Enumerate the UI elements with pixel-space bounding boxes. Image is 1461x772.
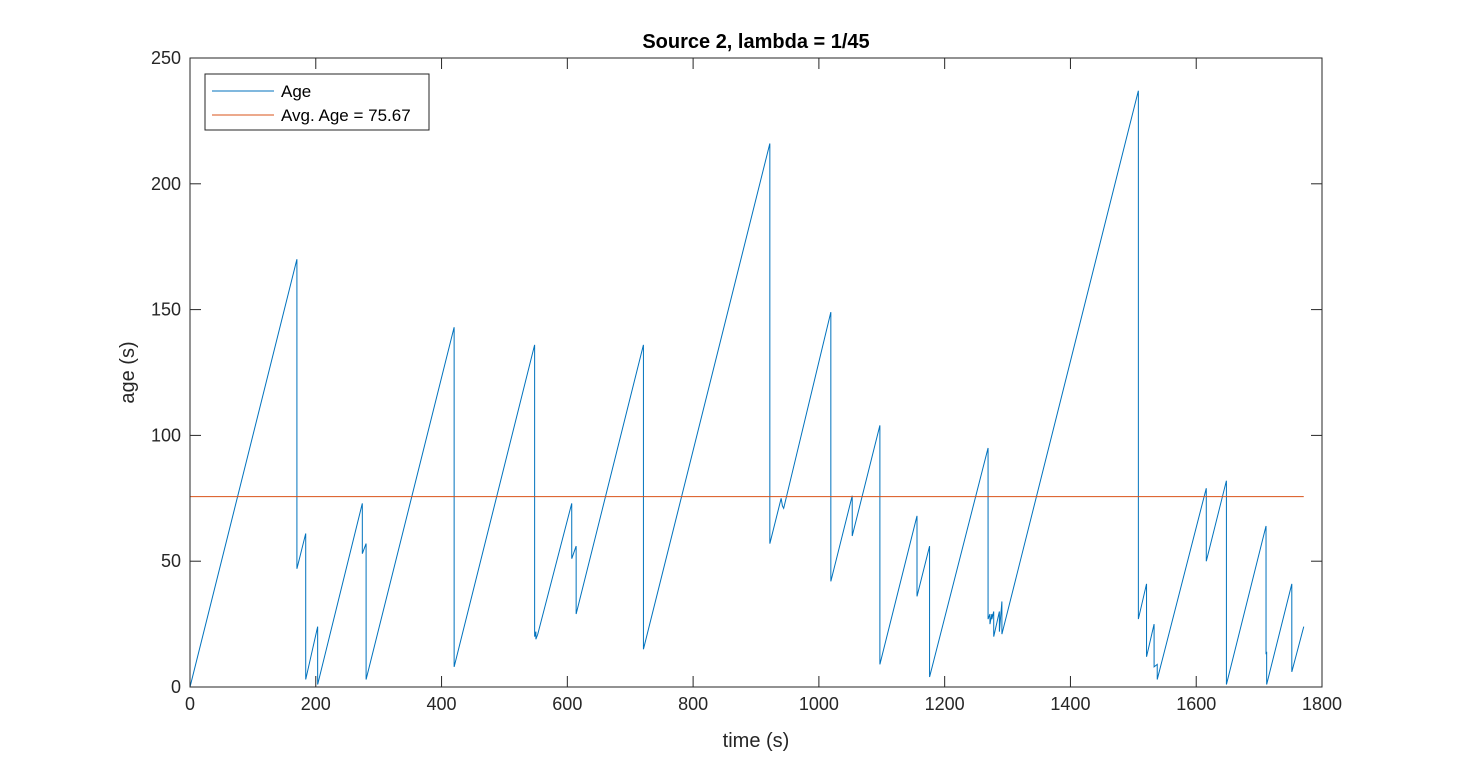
legend-label-avg-age: Avg. Age = 75.67 [281,106,411,125]
y-tick-label: 150 [151,300,181,320]
legend-label-age: Age [281,82,311,101]
x-tick-label: 1400 [1050,694,1090,714]
series-layer [189,90,1305,688]
legend-box [204,73,430,131]
x-axis-title: time (s) [723,730,790,752]
x-tick-label: 400 [427,694,457,714]
y-axis-title: age (s) [117,341,139,403]
x-axis: 0 200 400 600 800 1000 1200 1400 1600 1800 [185,58,1342,714]
plot-area [190,58,1322,687]
y-tick-label: 250 [151,48,181,68]
x-tick-label: 1800 [1302,694,1342,714]
plot-frame [189,57,1323,688]
y-axis: 0 50 100 150 200 250 [151,48,1322,697]
y-tick-label: 0 [171,677,181,697]
x-tick-label: 1200 [925,694,965,714]
y-tick-label: 200 [151,174,181,194]
x-tick-label: 0 [185,694,195,714]
legend: Age Avg. Age = 75.67 [204,73,430,131]
x-tick-label: 200 [301,694,331,714]
x-tick-label: 1000 [799,694,839,714]
x-tick-label: 1600 [1176,694,1216,714]
chart-title: Source 2, lambda = 1/45 [642,31,869,53]
y-tick-label: 100 [151,425,181,445]
y-tick-label: 50 [161,551,181,571]
x-tick-label: 600 [552,694,582,714]
x-tick-label: 800 [678,694,708,714]
